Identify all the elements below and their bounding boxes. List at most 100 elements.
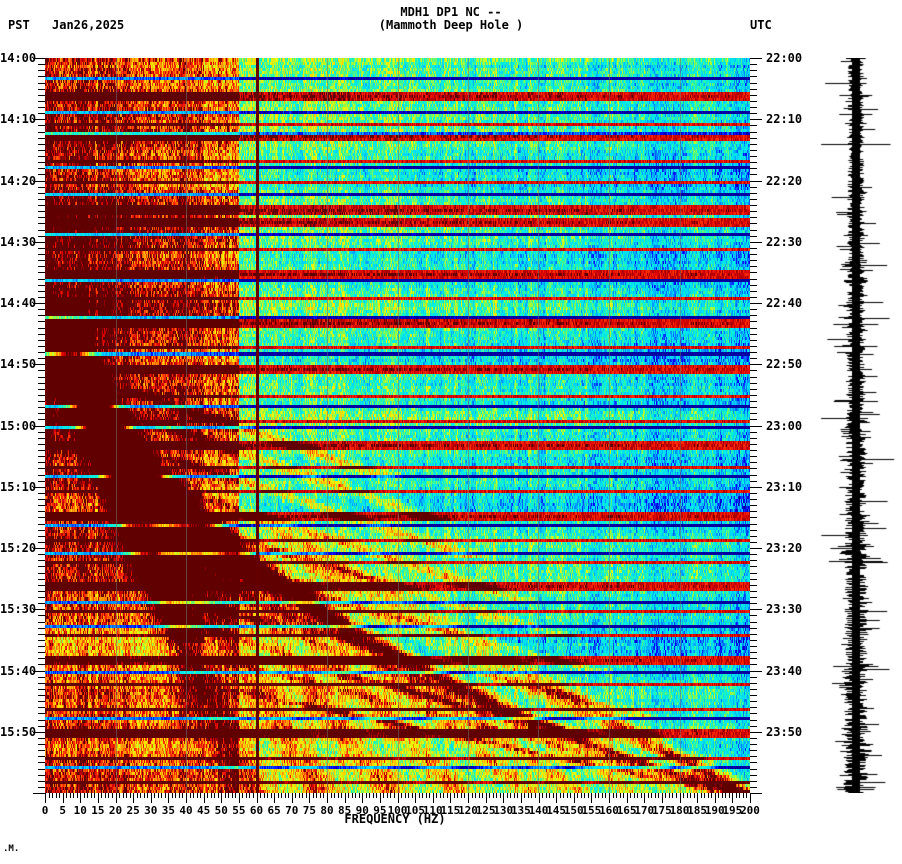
frequency-label: 135 [510, 804, 531, 817]
frequency-axis-minor-tick [52, 793, 53, 798]
time-axis-minor-tick [38, 64, 45, 65]
time-axis-minor-tick [38, 95, 45, 96]
time-axis-minor-tick [38, 701, 45, 702]
frequency-axis-major-tick [715, 793, 716, 803]
frequency-axis-minor-tick [479, 793, 480, 798]
time-axis-minor-tick [750, 95, 757, 96]
time-axis-major-tick [750, 426, 762, 427]
time-axis-minor-tick [38, 475, 45, 476]
frequency-axis-minor-tick [87, 793, 88, 798]
frequency-axis-minor-tick [563, 793, 564, 798]
frequency-axis-minor-tick [510, 793, 511, 798]
time-axis-minor-tick [38, 634, 45, 635]
frequency-label: 140 [528, 804, 549, 817]
frequency-axis-major-tick [556, 793, 557, 803]
seismogram-trace-panel [808, 58, 900, 793]
frequency-axis-major-tick [116, 793, 117, 803]
time-axis-minor-tick [38, 781, 45, 782]
time-axis-minor-tick [750, 70, 757, 71]
time-axis-minor-tick [750, 211, 757, 212]
time-axis-minor-tick [750, 187, 757, 188]
time-axis-minor-tick [38, 787, 45, 788]
frequency-label: 45 [197, 804, 211, 817]
time-axis-minor-tick [38, 193, 45, 194]
frequency-label: 0 [41, 804, 49, 817]
frequency-axis-minor-tick [447, 793, 448, 798]
frequency-axis-minor-tick [528, 793, 529, 798]
frequency-axis-minor-tick [323, 793, 324, 798]
time-axis-minor-tick [750, 217, 757, 218]
time-axis-major-tick [33, 303, 45, 304]
time-axis-major-tick [750, 364, 762, 365]
time-axis-minor-tick [750, 524, 757, 525]
time-axis-minor-tick [38, 689, 45, 690]
time-axis-minor-tick [750, 334, 757, 335]
time-axis-minor-tick [38, 646, 45, 647]
time-label-utc: 22:10 [766, 112, 803, 127]
time-axis-minor-tick [750, 450, 757, 451]
time-axis-minor-tick [750, 517, 757, 518]
frequency-axis-major-tick [539, 793, 540, 803]
time-label-utc: 22:20 [766, 173, 803, 188]
time-axis-minor-tick [750, 573, 757, 574]
time-axis-minor-tick [750, 726, 757, 727]
frequency-axis-minor-tick [383, 793, 384, 798]
frequency-axis-major-tick [521, 793, 522, 803]
time-axis-minor-tick [38, 248, 45, 249]
frequency-axis-major-tick [327, 793, 328, 803]
time-axis-minor-tick [38, 456, 45, 457]
time-axis-minor-tick [38, 652, 45, 653]
time-label-pst: 15:20 [0, 541, 37, 555]
frequency-axis-minor-tick [419, 793, 420, 798]
time-axis-minor-tick [38, 566, 45, 567]
time-axis-major-tick [750, 732, 762, 733]
frequency-axis-minor-tick [228, 793, 229, 798]
time-axis-major-tick [750, 242, 762, 243]
time-axis-minor-tick [750, 787, 757, 788]
time-axis-major-tick [33, 732, 45, 733]
time-axis-minor-tick [38, 542, 45, 543]
frequency-axis-minor-tick [704, 793, 705, 798]
time-axis-minor-tick [750, 634, 757, 635]
frequency-axis-minor-tick [331, 793, 332, 798]
frequency-axis-minor-tick [489, 793, 490, 798]
frequency-axis-minor-tick [443, 793, 444, 798]
time-axis-minor-tick [38, 377, 45, 378]
time-label-pst: 15:50 [0, 724, 37, 739]
time-axis-minor-tick [38, 517, 45, 518]
time-label-utc: 23:00 [766, 418, 803, 433]
frequency-axis-minor-tick [461, 793, 462, 798]
time-axis-minor-tick [750, 377, 757, 378]
frequency-axis-minor-tick [154, 793, 155, 798]
frequency-axis-minor-tick [119, 793, 120, 798]
time-axis-major-tick [33, 58, 45, 59]
time-axis-minor-tick [750, 603, 757, 604]
frequency-axis-minor-tick [722, 793, 723, 798]
frequency-axis-minor-tick [249, 793, 250, 798]
frequency-axis-minor-tick [366, 793, 367, 798]
time-axis-minor-tick [38, 524, 45, 525]
time-label-pst: 14:10 [0, 112, 37, 127]
time-axis-minor-tick [750, 536, 757, 537]
frequency-axis-minor-tick [588, 793, 589, 798]
header-timezone-right: UTC [750, 18, 772, 32]
time-axis-minor-tick [750, 769, 757, 770]
frequency-axis-minor-tick [630, 793, 631, 798]
time-axis-minor-tick [38, 132, 45, 133]
time-axis-minor-tick [38, 236, 45, 237]
time-axis-minor-tick [38, 744, 45, 745]
frequency-axis-minor-tick [175, 793, 176, 798]
frequency-axis-minor-tick [355, 793, 356, 798]
frequency-label: 150 [563, 804, 584, 817]
frequency-axis-minor-tick [211, 793, 212, 798]
time-axis-minor-tick [38, 370, 45, 371]
time-axis-minor-tick [750, 499, 757, 500]
time-axis-minor-tick [750, 456, 757, 457]
frequency-label: 120 [458, 804, 478, 817]
frequency-label: 10 [73, 804, 87, 817]
time-axis-minor-tick [750, 615, 757, 616]
time-axis-minor-tick [38, 217, 45, 218]
frequency-axis-minor-tick [655, 793, 656, 798]
frequency-axis-minor-tick [729, 793, 730, 798]
time-axis-minor-tick [750, 266, 757, 267]
